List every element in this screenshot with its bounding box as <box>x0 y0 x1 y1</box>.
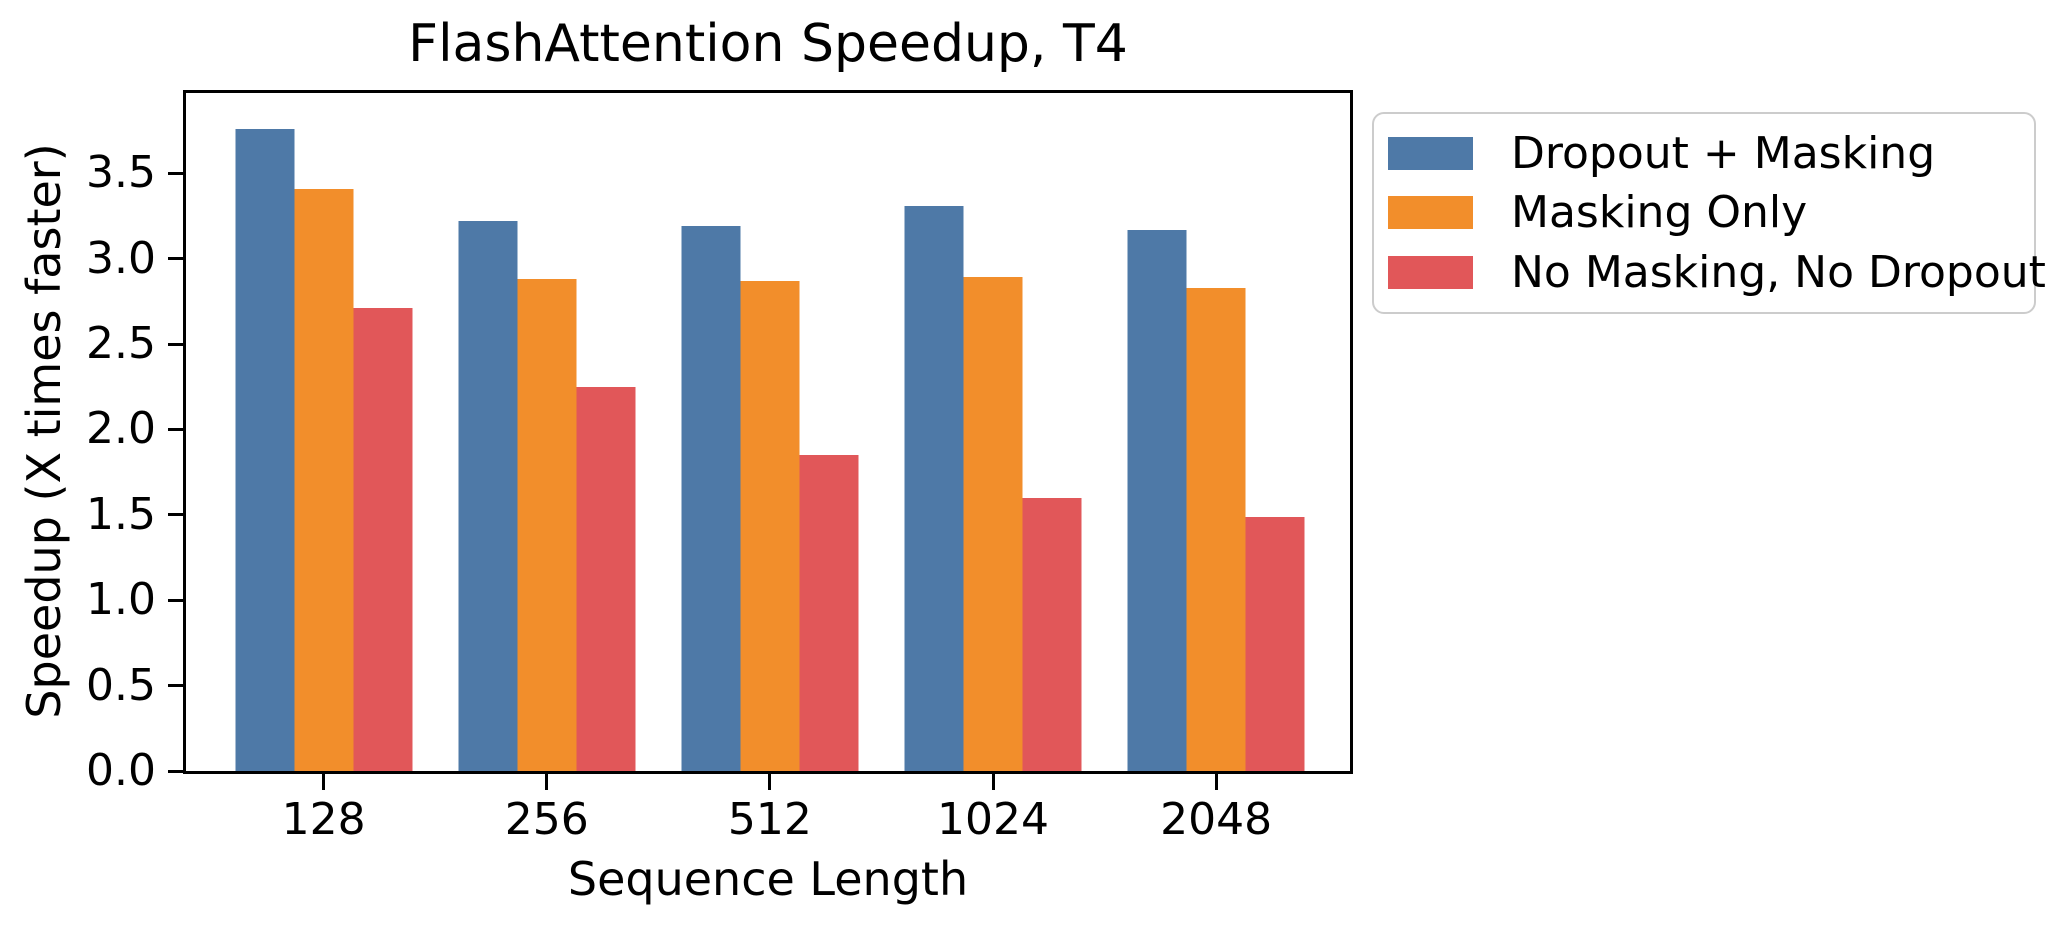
y-tick-label-0.0: 0.0 <box>86 745 156 796</box>
bar-256-masking-only <box>517 279 577 771</box>
x-tick-mark-2048 <box>1214 774 1218 790</box>
legend-entry-no-masking-no-dropout: No Masking, No Dropout <box>1388 247 2046 298</box>
y-axis-label: Speedup (X times faster) <box>17 143 71 719</box>
y-tick-label-3.0: 3.0 <box>86 232 156 284</box>
bar-512-masking-only <box>740 280 800 771</box>
y-tick-label-2.0: 2.0 <box>86 403 156 455</box>
bar-group-512 <box>681 226 859 771</box>
chart-title: FlashAttention Speedup, T4 <box>408 14 1128 74</box>
bar-128-dropout-masking <box>235 128 295 771</box>
x-tick-mark-512 <box>768 774 772 790</box>
x-axis-label: Sequence Length <box>567 852 969 906</box>
legend-box: Dropout + Masking Masking Only No Masking,… <box>1372 112 2046 314</box>
x-tick-label-2048: 2048 <box>1160 794 1273 845</box>
legend-label: Dropout + Masking <box>1511 128 1936 180</box>
bar-2048-masking-only <box>1186 287 1246 771</box>
y-tick-label-0.5: 0.5 <box>86 659 156 711</box>
y-tick-label-2.5: 2.5 <box>86 318 156 370</box>
bar-1024-dropout-masking <box>904 205 964 771</box>
bar-256-dropout-masking <box>458 221 518 771</box>
legend-swatch-icon <box>1388 137 1473 171</box>
y-tick-mark-1.5 <box>168 513 183 517</box>
bar-128-no-masking-no-dropout <box>353 308 413 771</box>
y-tick-mark-2.5 <box>168 342 183 346</box>
bar-2048-no-masking-no-dropout <box>1245 516 1305 771</box>
x-tick-label-128: 128 <box>281 794 366 845</box>
bar-512-dropout-masking <box>681 226 741 771</box>
y-tick-mark-3.5 <box>168 171 183 175</box>
bar-1024-no-masking-no-dropout <box>1022 497 1082 771</box>
y-tick-label-1.0: 1.0 <box>86 574 156 626</box>
y-tick-label-1.5: 1.5 <box>86 488 156 540</box>
y-tick-mark-1.0 <box>168 598 183 602</box>
x-tick-label-512: 512 <box>727 794 812 845</box>
plot-area <box>183 90 1353 774</box>
y-tick-mark-2.0 <box>168 427 183 431</box>
x-tick-mark-1024 <box>991 774 995 790</box>
legend-entry-masking-only: Masking Only <box>1388 187 2024 238</box>
bar-1024-masking-only <box>963 277 1023 771</box>
x-tick-mark-256 <box>545 774 549 790</box>
legend-label: No Masking, No Dropout <box>1511 246 2046 298</box>
bar-group-128 <box>235 128 413 771</box>
legend-label: Masking Only <box>1511 187 1808 239</box>
y-tick-mark-0.0 <box>168 769 183 773</box>
y-tick-mark-3.0 <box>168 257 183 261</box>
legend-swatch-icon <box>1388 255 1473 289</box>
bar-512-no-masking-no-dropout <box>799 455 859 771</box>
bar-group-1024 <box>904 205 1082 771</box>
x-tick-mark-128 <box>322 774 326 790</box>
bar-group-2048 <box>1127 229 1305 771</box>
legend-swatch-icon <box>1388 196 1473 230</box>
bar-256-no-masking-no-dropout <box>576 386 636 771</box>
bar-plot-region <box>186 93 1350 771</box>
y-tick-label-3.5: 3.5 <box>86 147 156 199</box>
legend-entry-dropout-masking: Dropout + Masking <box>1388 128 2024 179</box>
x-tick-label-256: 256 <box>504 794 589 845</box>
bar-128-masking-only <box>294 188 354 771</box>
bar-2048-dropout-masking <box>1127 229 1187 771</box>
bar-group-256 <box>458 221 636 771</box>
x-tick-label-1024: 1024 <box>937 794 1049 845</box>
y-tick-mark-0.5 <box>168 684 183 688</box>
